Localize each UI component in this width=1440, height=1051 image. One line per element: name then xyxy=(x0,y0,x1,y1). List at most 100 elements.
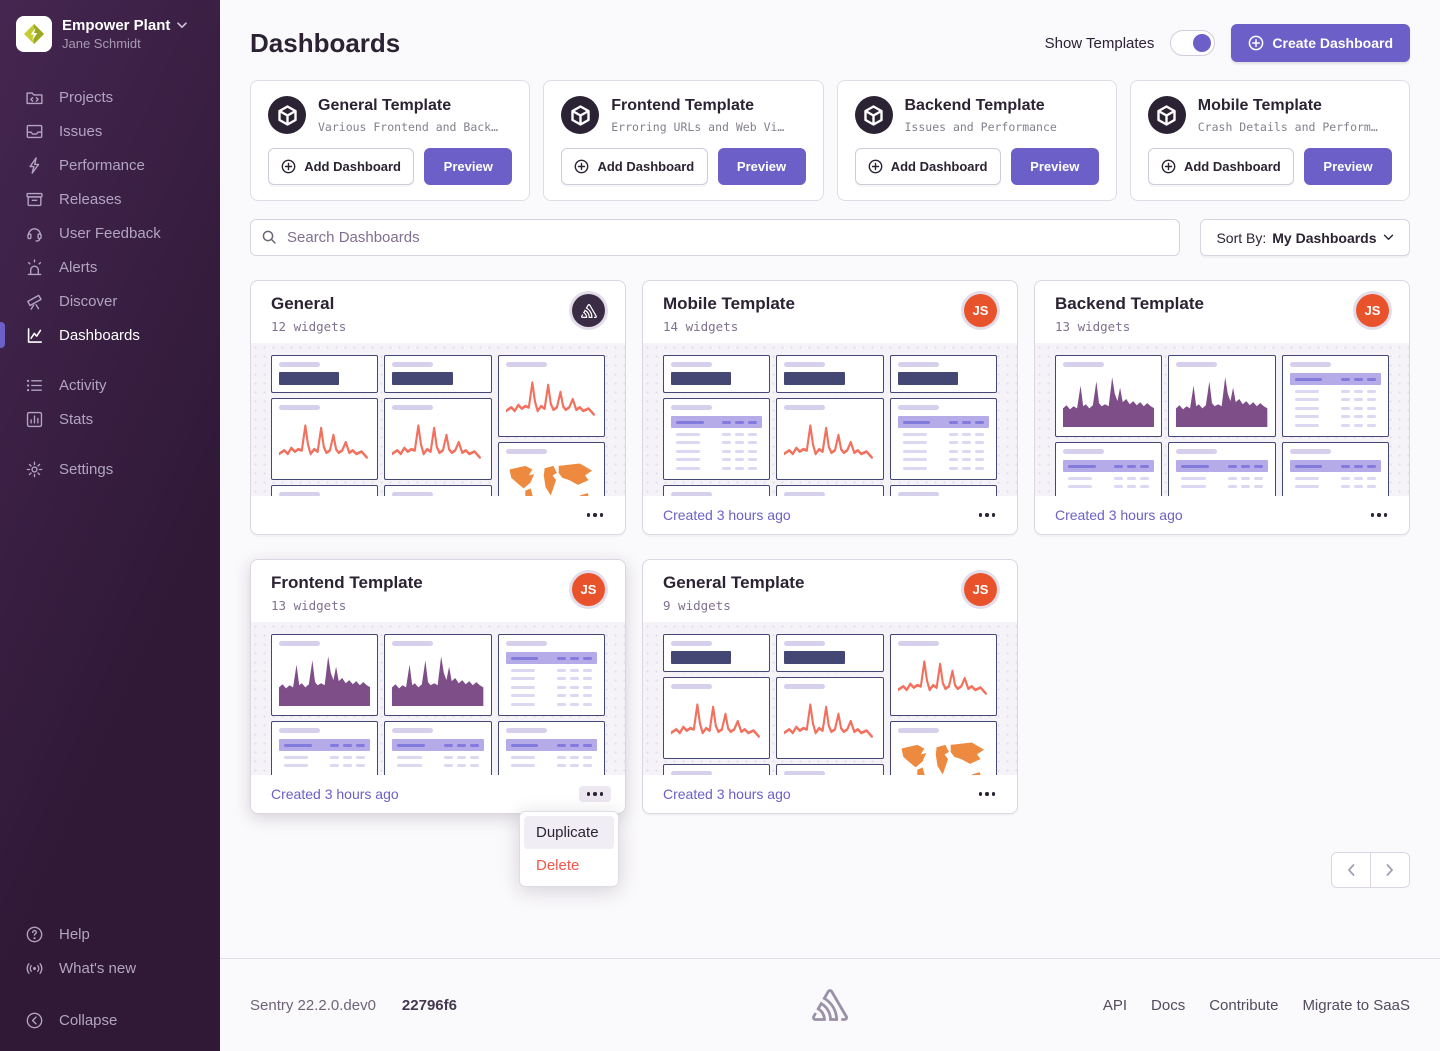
sidebar: Empower Plant Jane Schmidt Projects Issu… xyxy=(0,0,220,1051)
plus-circle-icon xyxy=(281,159,296,174)
sidebar-item-projects[interactable]: Projects xyxy=(0,80,220,114)
dashboard-title: Backend Template xyxy=(1055,294,1204,313)
widget-thumb-line-chart xyxy=(776,398,884,480)
create-dashboard-button[interactable]: Create Dashboard xyxy=(1231,24,1410,62)
collapse-icon xyxy=(26,1012,43,1028)
template-title: Backend Template xyxy=(904,96,1045,114)
template-description: Various Frontend and Back… xyxy=(318,119,499,134)
org-switcher[interactable]: Empower Plant Jane Schmidt xyxy=(0,0,220,52)
add-dashboard-button[interactable]: Add Dashboard xyxy=(561,148,708,185)
preview-button[interactable]: Preview xyxy=(424,148,513,185)
card-menu-button[interactable] xyxy=(579,507,612,523)
search-icon xyxy=(262,230,276,244)
template-description: Issues and Performance xyxy=(904,119,1057,134)
sidebar-item-label: Releases xyxy=(59,190,122,208)
add-dashboard-button[interactable]: Add Dashboard xyxy=(1147,148,1294,185)
sidebar-item-dashboards[interactable]: Dashboards xyxy=(0,318,220,352)
sidebar-item-help[interactable]: Help xyxy=(0,917,220,951)
created-label: Created 3 hours ago xyxy=(271,786,399,802)
discover-icon xyxy=(27,294,42,310)
preview-button[interactable]: Preview xyxy=(1304,148,1392,185)
sort-label: Sort By: xyxy=(1216,229,1267,246)
card-menu-button-open[interactable] xyxy=(578,786,611,802)
widget-thumb-area-chart xyxy=(384,634,492,716)
widget-thumb-table xyxy=(271,721,379,775)
footer-build-hash: 22796f6 xyxy=(401,996,457,1014)
footer-link-api[interactable]: API xyxy=(1102,996,1128,1014)
search-input[interactable] xyxy=(250,219,1180,256)
footer-link-docs[interactable]: Docs xyxy=(1151,996,1186,1014)
sidebar-item-discover[interactable]: Discover xyxy=(0,284,220,318)
user-avatar: JS xyxy=(964,294,997,327)
dashboard-card-general[interactable]: General 12 widgets xyxy=(250,280,626,535)
chevron-down-icon xyxy=(1383,234,1393,240)
widget-thumb-big-number xyxy=(271,355,379,393)
user-avatar: JS xyxy=(964,573,997,606)
sentry-avatar xyxy=(572,294,605,327)
widget-thumb-line-chart xyxy=(384,398,492,480)
widget-thumb-line-chart xyxy=(497,355,605,437)
sort-by-dropdown[interactable]: Sort By: My Dashboards xyxy=(1200,219,1410,256)
user-avatar: JS xyxy=(1356,294,1389,327)
chevron-right-icon xyxy=(1386,864,1393,876)
sidebar-item-whats-new[interactable]: What's new xyxy=(0,951,220,985)
context-menu-item-duplicate[interactable]: Duplicate xyxy=(524,816,614,849)
widget-thumb-line-chart xyxy=(663,677,771,759)
widget-thumb-big-number xyxy=(663,634,771,672)
dashboard-widget-count: 9 widgets xyxy=(663,598,731,613)
activity-icon xyxy=(26,379,42,391)
sidebar-item-settings[interactable]: Settings xyxy=(0,452,220,486)
template-card-mobile: Mobile Template Crash Details and Perfor… xyxy=(1129,80,1410,201)
chevron-left-icon xyxy=(1348,864,1355,876)
create-dashboard-label: Create Dashboard xyxy=(1272,35,1393,51)
dashboard-card-frontend-template[interactable]: Frontend Template 13 widgets JS xyxy=(250,559,626,814)
dashboards-icon xyxy=(27,327,43,343)
dashboard-card-backend-template[interactable]: Backend Template 13 widgets JS xyxy=(1034,280,1410,535)
sidebar-item-user-feedback[interactable]: User Feedback xyxy=(0,216,220,250)
user-name: Jane Schmidt xyxy=(62,36,141,51)
sidebar-item-collapse[interactable]: Collapse xyxy=(0,1003,220,1037)
empower-plant-logo-icon xyxy=(24,24,44,44)
sidebar-item-releases[interactable]: Releases xyxy=(0,182,220,216)
sidebar-item-label: Settings xyxy=(59,460,114,478)
sidebar-item-label: Stats xyxy=(59,410,94,428)
sidebar-item-performance[interactable]: Performance xyxy=(0,148,220,182)
template-cube-icon xyxy=(268,96,306,134)
sidebar-item-label: Help xyxy=(59,925,90,943)
preview-button[interactable]: Preview xyxy=(1010,148,1099,185)
dashboard-card-general-template[interactable]: General Template 9 widgets JS xyxy=(642,559,1018,814)
widget-thumb-table xyxy=(1055,442,1163,496)
issues-icon xyxy=(26,124,43,138)
widget-thumb-big-number xyxy=(889,355,997,393)
pagination-next-button[interactable] xyxy=(1370,852,1410,888)
card-menu-button[interactable] xyxy=(1363,507,1396,523)
context-menu-item-delete[interactable]: Delete xyxy=(536,857,580,874)
widget-thumb-world-map xyxy=(497,442,605,496)
created-label: Created 3 hours ago xyxy=(1055,507,1183,523)
add-dashboard-button[interactable]: Add Dashboard xyxy=(854,148,1001,185)
sidebar-item-stats[interactable]: Stats xyxy=(0,402,220,436)
sentry-logo-icon xyxy=(580,303,597,318)
dashboard-widget-count: 13 widgets xyxy=(271,598,347,613)
main-area: Dashboards Show Templates Create Dashboa… xyxy=(220,0,1440,1051)
card-menu-button[interactable] xyxy=(971,786,1004,802)
card-menu-button[interactable] xyxy=(971,507,1004,523)
stats-icon xyxy=(26,411,43,427)
pagination-previous-button[interactable] xyxy=(1331,852,1371,888)
dashboard-card-mobile-template[interactable]: Mobile Template 14 widgets JS xyxy=(642,280,1018,535)
sidebar-item-alerts[interactable]: Alerts xyxy=(0,250,220,284)
created-label: Created 3 hours ago xyxy=(663,786,791,802)
org-name: Empower Plant xyxy=(62,17,171,34)
widget-thumb-area-chart xyxy=(1168,355,1276,437)
add-dashboard-button[interactable]: Add Dashboard xyxy=(268,148,415,185)
footer-link-migrate[interactable]: Migrate to SaaS xyxy=(1302,996,1410,1014)
preview-button[interactable]: Preview xyxy=(717,148,806,185)
footer-link-contribute[interactable]: Contribute xyxy=(1209,996,1279,1014)
sidebar-item-activity[interactable]: Activity xyxy=(0,368,220,402)
widget-thumb-big-number xyxy=(776,634,884,672)
dashboard-preview xyxy=(643,343,1017,496)
sidebar-item-issues[interactable]: Issues xyxy=(0,114,220,148)
widget-thumb-partial xyxy=(776,764,884,775)
template-card-general: General Template Various Frontend and Ba… xyxy=(250,80,531,201)
show-templates-toggle[interactable] xyxy=(1170,30,1216,56)
